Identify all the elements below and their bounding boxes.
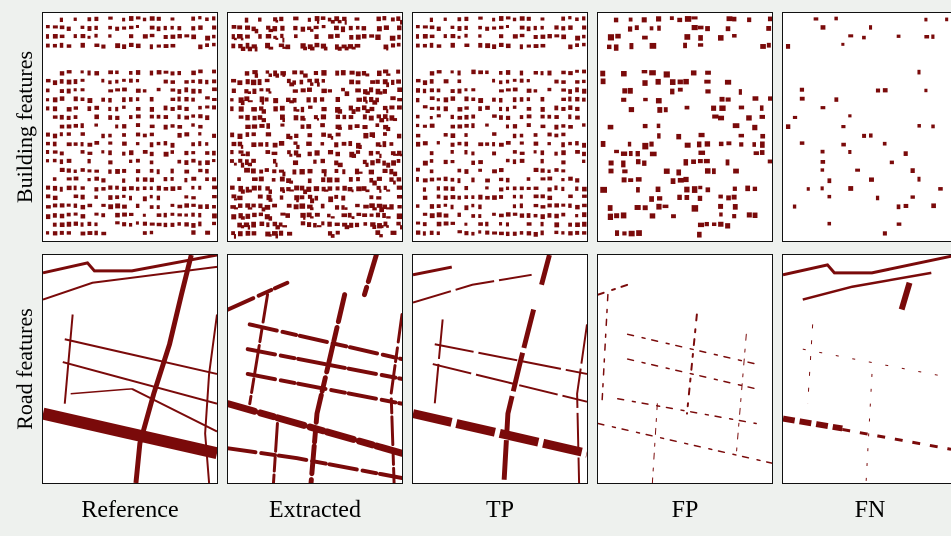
row-label-building: Building features — [12, 50, 37, 204]
column-label-extracted: Extracted — [269, 497, 361, 523]
panel-building-reference — [42, 12, 218, 242]
panel-building-fp — [597, 12, 773, 242]
road-fp-map — [598, 283, 772, 483]
panel-road-tp — [412, 254, 588, 484]
building-tp-map — [415, 16, 587, 237]
panel-building-tp — [412, 12, 588, 242]
panel-building-fn — [782, 12, 951, 242]
building-extracted-map — [229, 16, 402, 239]
column-label-reference: Reference — [81, 497, 179, 523]
panel-road-extracted — [227, 254, 403, 484]
panel-road-reference — [42, 254, 218, 484]
column-label-tp: TP — [485, 497, 514, 523]
road-fn-map — [783, 255, 951, 483]
road-extracted-map — [228, 255, 402, 483]
building-reference-map — [45, 16, 217, 236]
panel-road-fp — [597, 254, 773, 484]
column-label-fp: FP — [671, 497, 699, 523]
building-fn-map — [785, 16, 949, 236]
panel-building-extracted — [227, 12, 403, 242]
panel-road-fn — [782, 254, 951, 484]
building-fp-map — [600, 16, 772, 238]
column-label-fn: FN — [854, 497, 886, 523]
road-reference-map — [43, 255, 217, 483]
row-label-road: Road features — [12, 308, 37, 430]
road-tp-map — [413, 255, 587, 483]
